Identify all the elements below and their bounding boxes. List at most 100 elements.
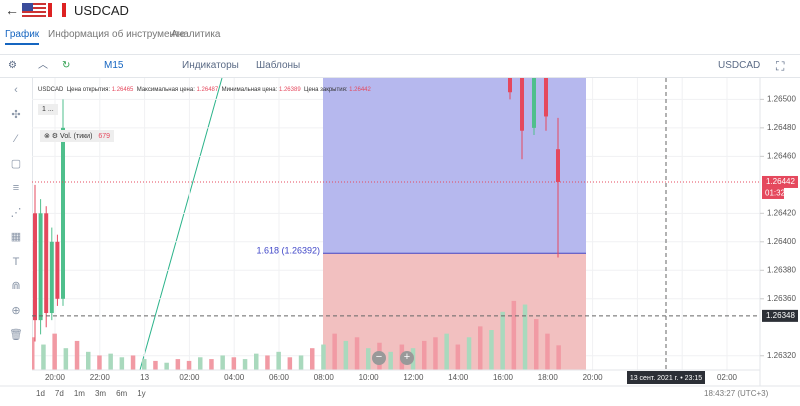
volume-bar <box>534 319 539 370</box>
volume-bar <box>198 357 203 370</box>
timer-tag <box>762 187 784 199</box>
flag-us <box>22 3 46 17</box>
symbol-title: USDCAD <box>74 3 129 18</box>
volume-bar <box>298 355 304 370</box>
templates-button[interactable]: Шаблоны <box>256 60 301 71</box>
candle-body <box>508 78 512 93</box>
y-tick-label: 1.26360 <box>767 294 796 303</box>
candle-body <box>61 127 65 299</box>
volume-bar <box>388 351 393 370</box>
volume-bar <box>142 359 147 370</box>
info-line: USDCAD Цена открытия: 1.26465 Максимальн… <box>38 87 371 93</box>
indicators-button[interactable]: Индикаторы <box>182 60 239 71</box>
trend-line <box>139 78 223 370</box>
volume-bar <box>86 351 91 370</box>
range-button[interactable]: 1d <box>36 389 45 398</box>
volume-bar <box>41 344 46 370</box>
study-row[interactable]: 1 ... <box>38 104 58 115</box>
volume-bar <box>343 340 349 370</box>
range-button[interactable]: 6m <box>116 389 128 398</box>
x-tick-label: 12:00 <box>403 373 424 382</box>
y-tick-label: 1.26480 <box>767 123 796 132</box>
tab[interactable]: Аналитика <box>171 29 221 40</box>
timeframe-button[interactable]: M15 <box>104 60 124 71</box>
crosshair-time-tag <box>627 371 705 384</box>
volume-bar <box>63 348 69 370</box>
range-button[interactable]: 1y <box>137 389 146 398</box>
range-button[interactable]: 1m <box>73 389 85 398</box>
price-tag <box>762 175 798 188</box>
x-tick-label: 06:00 <box>269 373 290 382</box>
volume-bar <box>433 337 438 370</box>
fib-zone-upper <box>323 78 586 254</box>
range-button[interactable]: 7d <box>54 389 64 398</box>
range-buttons: 1d 7d 1m 3m 6m 1y <box>36 389 156 398</box>
volume-bar <box>444 333 449 370</box>
y-tick-label: 1.26400 <box>767 237 796 246</box>
flag-ca <box>48 3 66 17</box>
volume-bar <box>366 348 371 370</box>
left-toolbar: ‹ ✣ ⁄ ▢ ≡ ⋰ ▦ T ⋒ ⊕ 🗑 <box>0 78 33 370</box>
crosshair-price: 1.26348 <box>766 311 795 320</box>
tab[interactable]: Информация об инструменте <box>48 29 186 40</box>
volume-bar <box>332 333 337 370</box>
x-tick-label: 16:00 <box>493 373 514 382</box>
candle-body <box>49 241 54 314</box>
x-tick-label: 18:00 <box>538 373 559 382</box>
volume-bar <box>108 353 113 370</box>
volume-bar <box>455 344 461 370</box>
volume-bar <box>32 337 35 370</box>
volume-bar <box>74 340 80 370</box>
undo-button[interactable]: ↻ <box>62 60 71 71</box>
volume-bar <box>265 355 270 370</box>
candle-body <box>55 241 60 299</box>
candle-body <box>33 213 37 321</box>
candle-body <box>38 213 43 321</box>
x-tick-label: 20:00 <box>45 373 66 382</box>
x-tick-label: 20:00 <box>583 373 604 382</box>
crosshair-tag <box>762 309 798 322</box>
candle-body <box>544 78 548 117</box>
x-tick-label: 13 <box>140 373 149 382</box>
y-tick-label: 1.26320 <box>767 351 796 360</box>
volume-bar <box>545 333 550 370</box>
volume-bar <box>321 344 326 370</box>
y-tick-label: 1.26500 <box>767 94 796 103</box>
volume-bar <box>97 355 102 370</box>
volume-bar <box>556 345 561 370</box>
zoom-in[interactable]: + <box>400 351 414 365</box>
back[interactable]: ← <box>5 2 19 18</box>
tab[interactable]: График <box>5 29 40 45</box>
settings-button[interactable]: ⚙ <box>8 60 17 71</box>
x-tick-label: 22:00 <box>90 373 111 382</box>
volume-bar <box>422 340 427 370</box>
crosshair-time: 13 сент. 2021 г. • 23:15 <box>630 375 702 382</box>
study-legend[interactable]: ⊗ ⚙ Vol. (тики) 679 <box>40 130 115 142</box>
volume-bar <box>466 337 472 370</box>
x-tick-label: 10:00 <box>359 373 380 382</box>
volume-bar <box>254 353 259 370</box>
volume-bar <box>220 355 225 370</box>
zoom-out[interactable]: − <box>372 351 386 365</box>
volume-bar <box>287 357 293 370</box>
volume-bar <box>511 300 517 370</box>
range-button[interactable]: 3m <box>94 389 107 398</box>
x-tick-label: 02:00 <box>717 373 738 382</box>
volume-bar <box>52 333 57 370</box>
toolbar <box>0 54 800 78</box>
clock: 18:43:27 (UTC+3) <box>704 389 769 398</box>
volume-bar <box>231 357 237 370</box>
x-tick-label: 04:00 <box>224 373 245 382</box>
y-tick-label: 1.26460 <box>767 151 796 160</box>
y-tick-label: 1.26420 <box>767 208 796 217</box>
volume-bar <box>175 359 181 370</box>
volume-bar <box>164 362 169 370</box>
symbol-select[interactable]: USDCAD <box>718 60 761 71</box>
collapse-button[interactable]: ︿ <box>38 60 48 71</box>
volume-bar <box>354 337 360 370</box>
fullscreen-button[interactable]: ⛶ <box>776 59 785 73</box>
volume-bar <box>500 311 505 370</box>
price-tag-text: 1.26442 <box>766 177 795 186</box>
